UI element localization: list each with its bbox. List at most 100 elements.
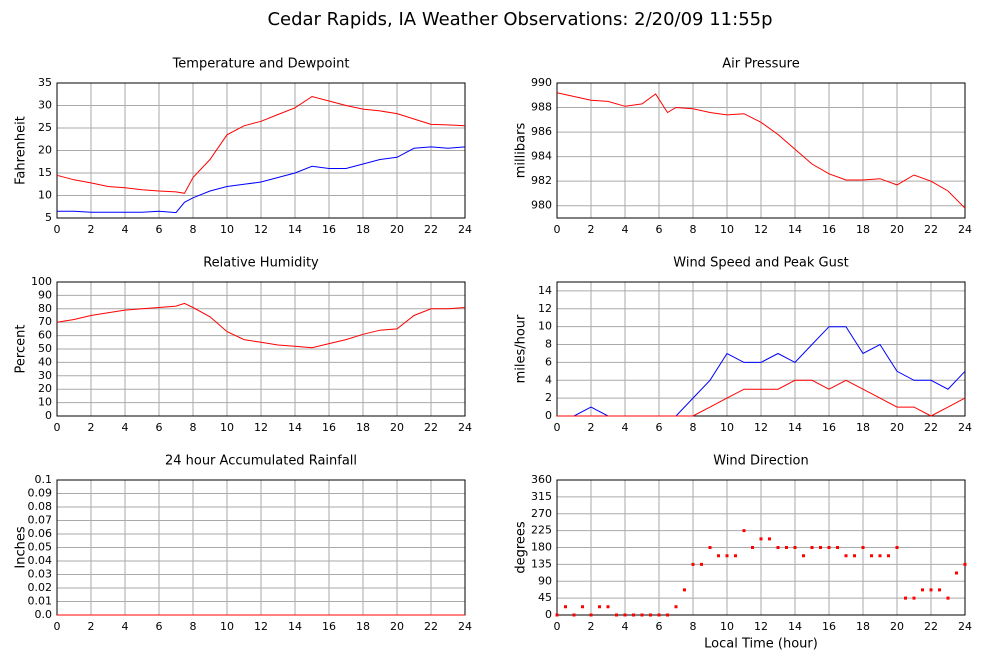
chart-title: Wind Direction xyxy=(713,454,809,469)
y-tick-label: 45 xyxy=(538,591,552,604)
data-point xyxy=(717,554,720,558)
x-tick-label: 10 xyxy=(720,620,734,633)
y-tick-label: 70 xyxy=(38,315,52,328)
data-point xyxy=(844,554,848,558)
x-tick-label: 20 xyxy=(390,620,404,633)
x-tick-label: 10 xyxy=(220,620,234,633)
y-axis-label: Fahrenheit xyxy=(14,116,29,185)
y-tick-label: 12 xyxy=(538,302,552,315)
y-tick-label: 980 xyxy=(531,199,552,212)
y-tick-label: 0.05 xyxy=(28,541,53,554)
plot-frame xyxy=(556,479,966,616)
plot-frame xyxy=(556,82,966,219)
data-point xyxy=(946,596,950,600)
y-axis-label: millibars xyxy=(514,123,529,179)
y-tick-label: 0.02 xyxy=(28,581,53,594)
y-tick-label: 990 xyxy=(531,76,552,89)
y-tick-label: 225 xyxy=(531,524,552,537)
data-line xyxy=(57,146,466,214)
x-tick-label: 10 xyxy=(720,223,734,236)
data-point xyxy=(572,613,576,617)
x-tick-label: 0 xyxy=(54,421,61,434)
y-tick-label: 0 xyxy=(545,608,552,621)
x-tick-label: 12 xyxy=(254,620,268,633)
plot-frame xyxy=(56,281,466,417)
data-line xyxy=(556,92,966,209)
x-tick-label: 18 xyxy=(856,223,870,236)
x-tick-label: 22 xyxy=(924,223,938,236)
data-point xyxy=(615,613,618,617)
data-point xyxy=(768,537,771,541)
x-tick-label: 20 xyxy=(890,223,904,236)
x-tick-label: 8 xyxy=(190,223,197,236)
x-tick-label: 4 xyxy=(122,223,129,236)
x-tick-label: 22 xyxy=(924,421,938,434)
y-tick-label: 315 xyxy=(531,490,552,503)
x-tick-label: 4 xyxy=(622,421,629,434)
chart-title: 24 hour Accumulated Rainfall xyxy=(165,454,357,469)
x-tick-label: 8 xyxy=(190,620,197,633)
x-tick-label: 18 xyxy=(356,421,370,434)
data-point xyxy=(751,546,754,549)
y-tick-label: 30 xyxy=(38,99,52,112)
x-tick-label: 6 xyxy=(656,620,663,633)
plot-frame xyxy=(556,281,966,417)
x-tick-label: 22 xyxy=(924,620,938,633)
x-tick-label: 12 xyxy=(254,421,268,434)
x-tick-label: 14 xyxy=(788,620,802,633)
data-point xyxy=(700,562,703,566)
data-point xyxy=(708,546,712,549)
x-axis-label: Local Time (hour) xyxy=(704,637,818,652)
x-tick-label: 16 xyxy=(322,620,336,633)
x-tick-label: 4 xyxy=(122,421,129,434)
x-tick-label: 2 xyxy=(88,223,95,236)
data-point xyxy=(895,546,899,549)
x-tick-label: 22 xyxy=(424,620,438,633)
x-tick-label: 16 xyxy=(322,421,336,434)
y-tick-label: 0 xyxy=(45,409,52,422)
x-tick-label: 18 xyxy=(356,223,370,236)
x-tick-label: 24 xyxy=(958,421,972,434)
data-point xyxy=(938,588,941,592)
y-tick-label: 10 xyxy=(538,320,552,333)
x-tick-label: 10 xyxy=(220,421,234,434)
x-tick-label: 12 xyxy=(754,421,768,434)
x-tick-label: 16 xyxy=(322,223,336,236)
x-tick-label: 10 xyxy=(220,223,234,236)
y-tick-label: 0.08 xyxy=(28,500,53,513)
data-point xyxy=(793,546,797,549)
data-point xyxy=(827,546,831,549)
x-tick-label: 4 xyxy=(122,620,129,633)
x-tick-label: 14 xyxy=(788,421,802,434)
x-tick-label: 6 xyxy=(656,223,663,236)
x-tick-label: 8 xyxy=(190,421,197,434)
data-line xyxy=(557,379,966,417)
x-tick-label: 2 xyxy=(88,421,95,434)
x-tick-label: 16 xyxy=(822,620,836,633)
data-point xyxy=(861,546,865,549)
y-axis-label: degrees xyxy=(514,521,529,574)
data-line xyxy=(56,302,466,349)
x-tick-label: 4 xyxy=(622,620,629,633)
x-tick-label: 18 xyxy=(856,421,870,434)
y-tick-label: 40 xyxy=(38,355,52,368)
x-tick-label: 8 xyxy=(690,620,697,633)
chart-title: Relative Humidity xyxy=(203,256,319,271)
y-tick-label: 20 xyxy=(38,382,52,395)
data-point xyxy=(810,546,814,549)
data-point xyxy=(955,571,958,575)
data-point xyxy=(742,529,746,533)
data-point xyxy=(632,613,635,617)
data-point xyxy=(734,554,737,558)
data-point xyxy=(691,562,695,566)
data-point xyxy=(657,613,661,617)
data-point xyxy=(683,588,686,592)
y-tick-label: 25 xyxy=(38,121,52,134)
x-tick-label: 6 xyxy=(156,620,163,633)
y-tick-label: 984 xyxy=(531,150,552,163)
x-tick-label: 8 xyxy=(690,421,697,434)
data-point xyxy=(853,554,856,558)
y-tick-label: 270 xyxy=(531,507,552,520)
